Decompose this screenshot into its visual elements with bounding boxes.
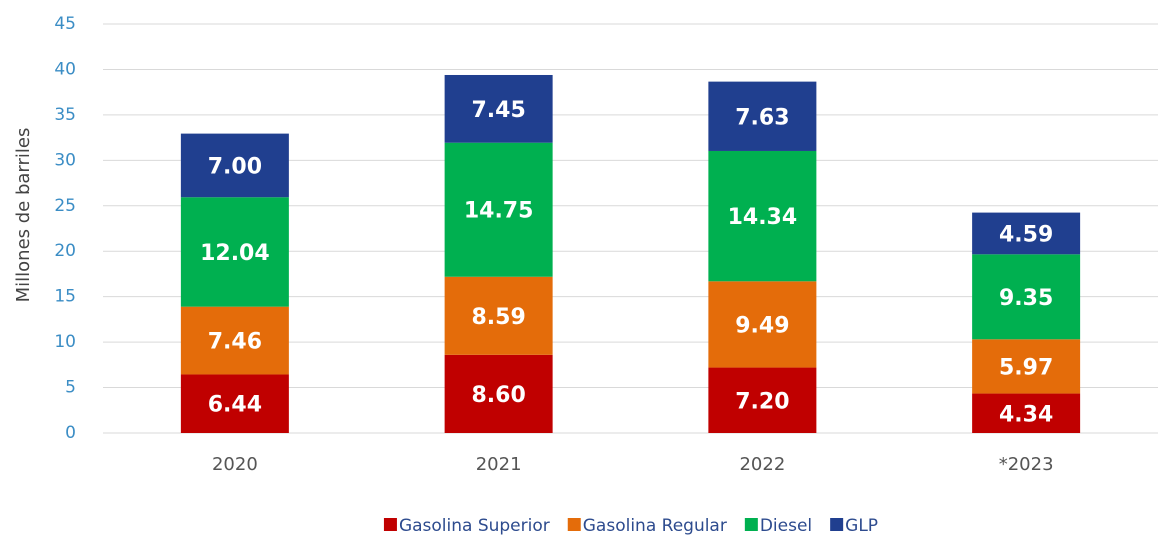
data-label: 12.04 <box>200 241 270 266</box>
legend-label: Diesel <box>760 516 812 536</box>
legend-label: Gasolina Regular <box>583 516 727 536</box>
data-label: 4.34 <box>999 402 1053 427</box>
bar-segment <box>444 276 553 355</box>
bar-segment <box>180 374 289 433</box>
y-tick-label: 30 <box>54 150 76 170</box>
bar-segment <box>972 339 1081 394</box>
bar-segment <box>444 142 553 277</box>
data-label: 7.20 <box>735 389 789 414</box>
data-label: 7.45 <box>471 98 525 123</box>
y-tick-label: 45 <box>54 14 76 34</box>
bar-segment <box>180 197 289 307</box>
y-tick-label: 5 <box>65 378 76 398</box>
x-tick-label: 2021 <box>476 454 522 475</box>
y-tick-label: 20 <box>54 241 76 261</box>
legend-label: Gasolina Superior <box>399 516 550 536</box>
y-tick-label: 40 <box>54 59 76 79</box>
bar-segment <box>972 393 1081 433</box>
legend-swatch <box>567 518 581 531</box>
data-label: 9.49 <box>735 313 789 338</box>
bar-segment <box>180 306 289 375</box>
data-label: 6.44 <box>208 393 262 418</box>
y-tick-label: 25 <box>54 196 76 216</box>
y-tick-label: 15 <box>54 287 76 307</box>
legend-swatch <box>830 518 844 531</box>
y-axis-label: Millones de barriles <box>13 128 34 303</box>
x-tick-label: *2023 <box>999 454 1054 475</box>
legend-label: GLP <box>845 516 878 536</box>
bar-segment <box>444 74 553 143</box>
data-label: 14.34 <box>728 205 798 230</box>
data-label: 9.35 <box>999 286 1053 311</box>
y-tick-label: 0 <box>65 423 76 443</box>
bar-segment <box>180 133 289 198</box>
data-label: 7.46 <box>208 330 262 355</box>
bar-segment <box>444 354 553 433</box>
x-tick-label: 2022 <box>739 454 785 475</box>
data-label: 8.60 <box>471 383 525 408</box>
x-tick-label: 2020 <box>212 454 258 475</box>
bar-segment <box>708 367 817 433</box>
data-label: 8.59 <box>471 305 525 330</box>
bar-segment <box>972 254 1081 340</box>
bar-segment <box>708 150 817 282</box>
bar-segment <box>708 81 817 151</box>
legend-swatch <box>383 518 397 531</box>
bar-segment <box>972 212 1081 255</box>
data-label: 14.75 <box>464 199 534 224</box>
data-label: 7.00 <box>208 154 262 179</box>
data-label: 4.59 <box>999 222 1053 247</box>
data-label: 5.97 <box>999 355 1053 380</box>
data-label: 7.63 <box>735 105 789 130</box>
legend-swatch <box>744 518 758 531</box>
y-tick-label: 10 <box>54 332 76 352</box>
y-tick-label: 35 <box>54 105 76 125</box>
bar-segment <box>708 281 817 368</box>
